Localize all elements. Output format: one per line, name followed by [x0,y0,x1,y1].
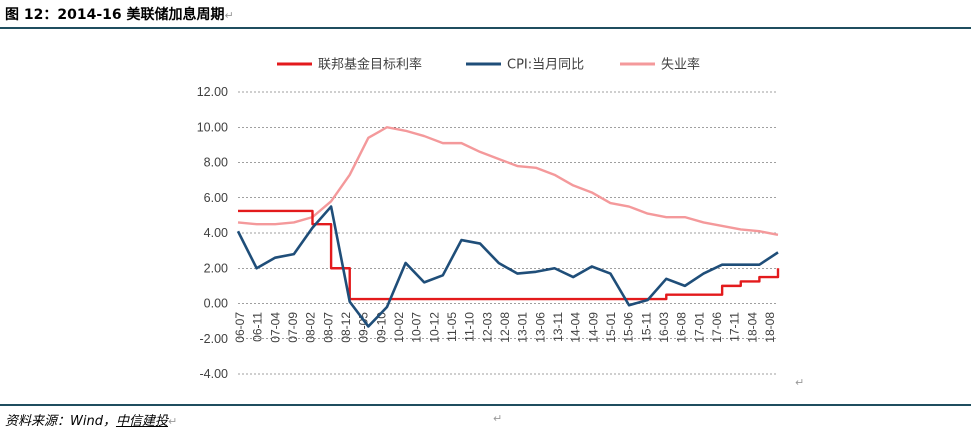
x-axis-ticks: 06-07 06-11 07-04 07-09 08-02 08-07 08-12 09-05… [233,312,777,343]
legend-label: CPI:当月同比 [507,58,584,73]
x-tick-label: 16-03 [657,312,671,343]
y-tick-label: 4.00 [204,226,228,240]
x-tick-label: 16-08 [675,312,689,343]
paragraph-mark-icon: ↵ [493,412,503,425]
y-tick-label: 2.00 [204,261,228,275]
y-tick-label: -4.00 [200,367,229,381]
x-tick-label: 10-02 [392,312,406,343]
series-line [238,209,780,301]
chart-series [236,126,780,328]
x-tick-label: 12-03 [480,312,494,343]
x-tick-label: 10-07 [410,312,424,343]
top-rule [0,27,971,29]
x-tick-label: 07-04 [268,312,282,343]
x-tick-label: 14-04 [569,312,583,343]
series-line [237,126,779,236]
x-tick-label: 17-06 [710,312,724,343]
x-tick-label: 07-09 [286,312,300,343]
series-line [236,205,779,328]
x-tick-label: 13-06 [533,312,547,343]
y-axis-ticks: 12.00 10.00 8.00 6.00 4.00 2.00 0.00 -2.00 -4.00 [197,85,228,381]
paragraph-mark-icon: ↵ [167,415,178,428]
figure-title: 图 12：2014-16 美联储加息周期↵ [5,4,234,24]
x-tick-label: 11-10 [463,312,477,342]
x-tick-label: 15-01 [604,312,618,343]
x-tick-label: 12-08 [498,312,512,343]
x-tick-label: 13-11 [551,312,565,342]
x-tick-label: 15-11 [639,312,653,342]
x-tick-label: 14-09 [586,312,600,343]
x-tick-label: 09-05 [357,312,371,343]
source-note: 资料来源：Wind，中信建投↵ [5,410,177,429]
paragraph-mark-icon: ↵ [224,9,234,22]
legend-label: 联邦基金目标利率 [318,57,422,73]
source-brand: 中信建投 [115,414,168,429]
legend-label: 失业率 [661,57,700,73]
y-tick-label: 10.00 [197,120,228,134]
x-tick-label: 08-07 [321,312,335,343]
y-tick-label: 8.00 [204,156,228,170]
x-tick-label: 13-01 [516,312,530,343]
x-tick-label: 17-01 [692,312,706,343]
x-tick-label: 08-12 [339,312,353,343]
source-prefix: 资料来源：Wind， [5,414,116,429]
x-tick-label: 11-05 [445,312,459,342]
y-tick-label: 6.00 [204,191,228,205]
x-tick-label: 09-10 [374,312,388,343]
y-tick-label: -2.00 [200,332,229,346]
bottom-rule [0,404,971,406]
x-tick-label: 18-08 [763,312,777,343]
chart-legend: 联邦基金目标利率 CPI:当月同比 失业率 [277,57,700,73]
x-tick-label: 18-04 [745,312,759,343]
x-tick-label: 10-12 [427,312,441,343]
paragraph-mark-icon: ↵ [795,376,805,389]
y-tick-label: 12.00 [197,85,228,99]
figure-title-text: 图 12：2014-16 美联储加息周期 [5,7,225,23]
x-tick-label: 06-07 [233,312,247,343]
y-tick-label: 0.00 [204,297,228,311]
line-chart: 联邦基金目标利率 CPI:当月同比 失业率 12.00 10.00 8.00 6.00 4.… [197,57,780,381]
chart-gridlines [238,91,778,375]
x-tick-label: 17-11 [728,312,742,342]
x-tick-label: 15-06 [622,312,636,343]
x-tick-label: 08-02 [304,312,318,343]
x-tick-label: 06-11 [251,312,265,342]
